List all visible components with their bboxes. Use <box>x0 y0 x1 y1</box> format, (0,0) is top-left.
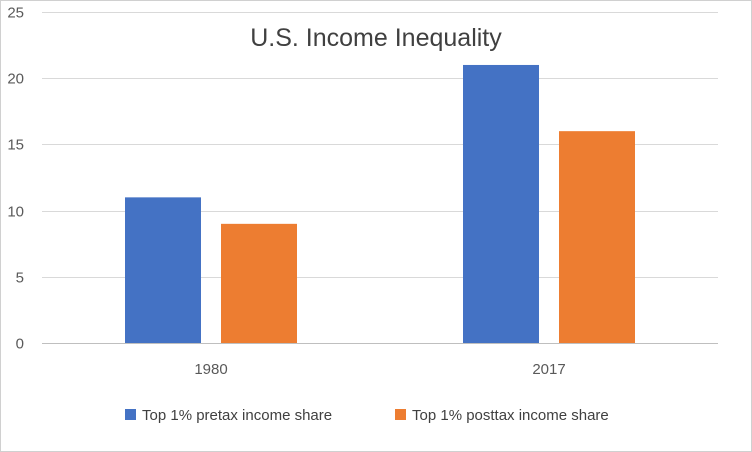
chart-title: U.S. Income Inequality <box>250 24 502 52</box>
y-tick-label: 15 <box>7 137 24 154</box>
y-tick-label: 5 <box>16 270 24 287</box>
legend-swatch <box>395 409 406 420</box>
legend-label: Top 1% pretax income share <box>142 407 332 424</box>
bar-2017-series-1 <box>463 64 539 344</box>
bar-2017-series-2 <box>559 131 635 343</box>
legend-swatch <box>125 409 136 420</box>
y-tick-label: 25 <box>7 5 24 22</box>
bar-1980-series-2 <box>221 223 297 343</box>
y-tick-label: 20 <box>7 71 24 88</box>
x-axis-ticks: 1980 2017 <box>194 361 565 378</box>
bars <box>125 64 635 344</box>
y-tick-label: 10 <box>7 204 24 221</box>
x-tick-label: 2017 <box>532 361 565 378</box>
legend-label: Top 1% posttax income share <box>412 407 609 424</box>
y-tick-label: 0 <box>16 336 24 353</box>
bar-1980-series-1 <box>125 197 201 343</box>
x-tick-label: 1980 <box>194 361 227 378</box>
legend: Top 1% pretax income share Top 1% posttax… <box>125 407 609 424</box>
y-axis-ticks: 0 5 10 15 20 25 <box>7 5 24 353</box>
